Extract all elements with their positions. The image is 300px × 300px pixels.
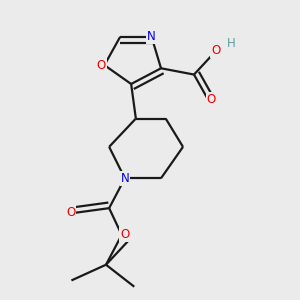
Text: H: H — [226, 37, 235, 50]
Text: N: N — [121, 172, 129, 185]
Text: O: O — [212, 44, 220, 58]
Text: O: O — [97, 58, 106, 72]
Text: O: O — [207, 93, 216, 106]
Text: O: O — [66, 206, 75, 219]
Text: O: O — [120, 228, 130, 242]
Text: N: N — [147, 30, 156, 43]
